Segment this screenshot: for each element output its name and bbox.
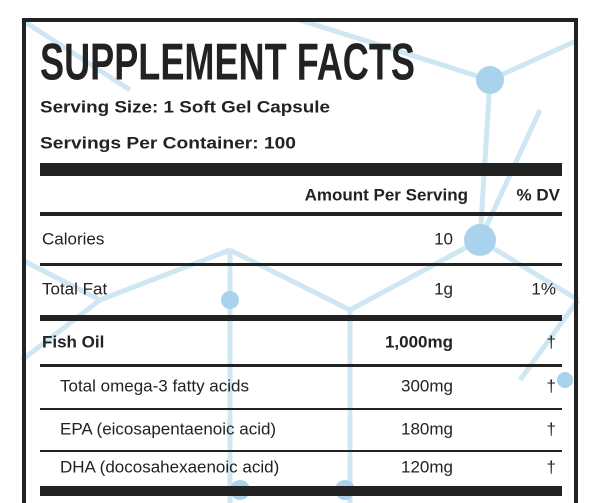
row-dv: † [547,419,556,438]
serving-size: Serving Size: 1 Soft Gel Capsule [40,97,330,116]
column-header: % DV [517,185,561,204]
rule [40,212,562,216]
row-name: Total omega-3 fatty acids [60,376,249,395]
border-top [22,18,578,22]
servings-per-container: Servings Per Container: 100 [40,133,296,152]
rule [40,364,562,367]
row-amount: 300mg [401,376,453,395]
thick-rule [40,486,562,496]
rule [40,263,562,266]
title: SUPPLEMENT FACTS [40,34,415,92]
row-amount: 10 [434,229,453,248]
row-dv: 1% [531,279,556,298]
row-name: EPA (eicosapentaenoic acid) [60,419,276,438]
row-name: Calories [42,229,104,248]
border-right [574,18,578,503]
row-dv: † [547,457,556,476]
row-amount: 1g [434,279,453,298]
row-name: Fish Oil [42,332,104,351]
row-name: Total Fat [42,279,107,298]
rule [40,315,562,321]
thick-rule [40,163,562,176]
row-amount: 1,000mg [385,332,453,351]
column-header: Amount Per Serving [305,185,468,204]
row-amount: 180mg [401,419,453,438]
row-name: DHA (docosahexaenoic acid) [60,457,279,476]
row-amount: 120mg [401,457,453,476]
rule [40,408,562,410]
row-dv: † [547,332,556,351]
border-left [22,18,26,503]
rule [40,450,562,452]
row-dv: † [547,376,556,395]
